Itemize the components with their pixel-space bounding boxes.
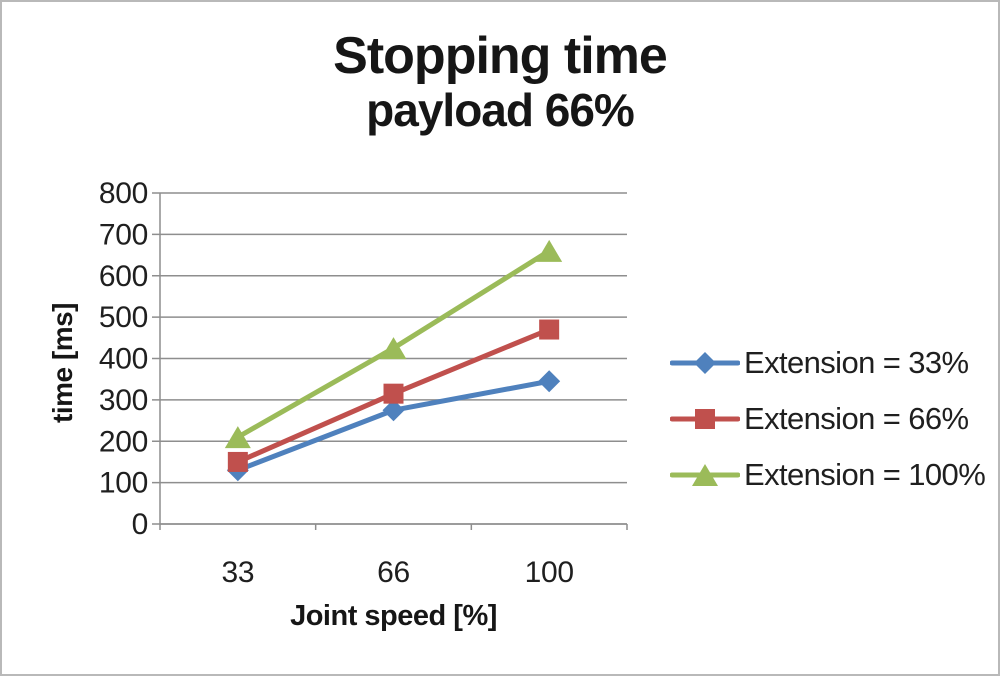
chart-subtitle: payload 66% — [366, 84, 635, 137]
y-axis-title: time [ms] — [47, 303, 78, 423]
square-marker-icon — [227, 451, 248, 472]
legend-label: Extension = 33% — [744, 345, 969, 380]
triangle-legend-marker-icon — [670, 464, 740, 486]
diamond-legend-marker-icon — [670, 352, 740, 374]
y-tick-label: 200 — [99, 425, 148, 458]
y-tick-label: 500 — [99, 301, 148, 334]
triangle-marker-icon — [536, 239, 563, 262]
diamond-marker-icon — [382, 399, 405, 422]
x-tick-label: 66 — [377, 556, 410, 589]
y-tick-label: 600 — [99, 260, 148, 293]
legend-label: Extension = 66% — [744, 401, 969, 436]
legend: Extension = 33% Extension = 66% Extension … — [670, 335, 986, 503]
triangle-marker-icon — [380, 337, 407, 360]
y-tick-label: 700 — [99, 218, 148, 251]
diamond-marker-icon — [694, 352, 716, 374]
chart-title: Stopping time — [333, 27, 668, 85]
square-marker-icon — [539, 319, 560, 340]
triangle-marker-icon — [224, 426, 251, 449]
y-tick-label: 0 — [132, 508, 148, 541]
y-tick-label: 800 — [99, 177, 148, 210]
legend-item: Extension = 33% — [670, 335, 985, 391]
y-tick-label: 100 — [99, 467, 148, 500]
x-tick-label: 100 — [525, 556, 574, 589]
legend-label: Extension = 100% — [744, 457, 986, 492]
triangle-marker-icon — [692, 464, 718, 486]
square-marker-icon — [695, 409, 715, 429]
x-tick-label: 33 — [221, 556, 254, 589]
y-tick-label: 300 — [99, 384, 148, 417]
square-legend-marker-icon — [670, 409, 740, 429]
legend-item: Extension = 66% — [670, 391, 985, 447]
chart-title-block: Stopping time payload 66% — [2, 28, 998, 136]
x-axis-title: Joint speed [%] — [290, 600, 497, 632]
y-tick-label: 400 — [99, 343, 148, 376]
diamond-marker-icon — [538, 370, 561, 393]
square-marker-icon — [383, 383, 404, 404]
legend-item: Extension = 100% — [670, 447, 986, 503]
